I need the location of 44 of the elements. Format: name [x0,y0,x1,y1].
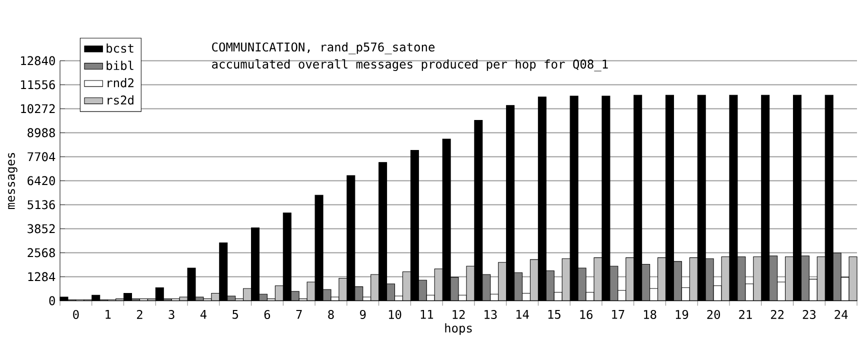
y-tick-label: 3852 [28,224,55,234]
x-tick-label: 13 [484,310,497,320]
y-axis-title: messages [8,152,18,209]
x-tick-label: 15 [548,310,560,319]
y-tick-label: 7704 [28,152,56,162]
x-tick-label: 10 [388,310,402,320]
y-tick-label: 2568 [28,248,55,258]
y-tick-label: 6420 [28,176,55,186]
y-tick-label: 11556 [21,80,55,90]
x-tick-label: 9 [360,310,366,320]
chart-subtitle: accumulated overall messages produced per hop for Q08_1 [212,59,608,72]
x-tick-label: 12 [452,310,465,319]
x-tick-label: 1 [106,310,111,319]
chart-title: COMMUNICATION, rand_p576_satone [212,42,435,54]
y-tick-label: 0 [49,296,55,306]
x-axis-title: hops [445,323,472,335]
x-tick-label: 18 [644,310,656,320]
x-tick-label: 16 [580,310,592,320]
x-tick-label: 21 [739,310,752,319]
legend-label: rnd2 [108,78,134,88]
x-tick-label: 8 [328,310,334,320]
x-tick-label: 7 [296,310,302,319]
y-tick-label: 10272 [21,104,55,114]
x-tick-label: 6 [264,310,270,320]
x-tick-label: 2 [136,310,142,319]
legend-label: rs2d [108,95,134,105]
y-tick-label: 1284 [28,272,56,282]
x-tick-label: 4 [200,310,206,319]
legend-label: bibl [106,60,134,70]
y-tick-label: 12840 [21,56,55,66]
x-tick-label: 19 [676,310,688,320]
y-tick-label: 8988 [28,128,55,138]
x-tick-label: 23 [802,310,816,320]
y-tick-label: 5136 [28,200,55,210]
x-tick-label: 11 [420,310,434,319]
x-tick-label: 3 [168,310,174,320]
legend-label: bcst [106,43,134,53]
x-tick-label: 22 [770,310,784,319]
x-tick-label: 5 [232,310,238,319]
x-tick-label: 24 [834,310,848,319]
x-tick-label: 0 [73,310,79,320]
x-tick-label: 20 [707,310,720,320]
x-tick-label: 14 [516,310,529,319]
x-tick-label: 17 [612,310,624,319]
